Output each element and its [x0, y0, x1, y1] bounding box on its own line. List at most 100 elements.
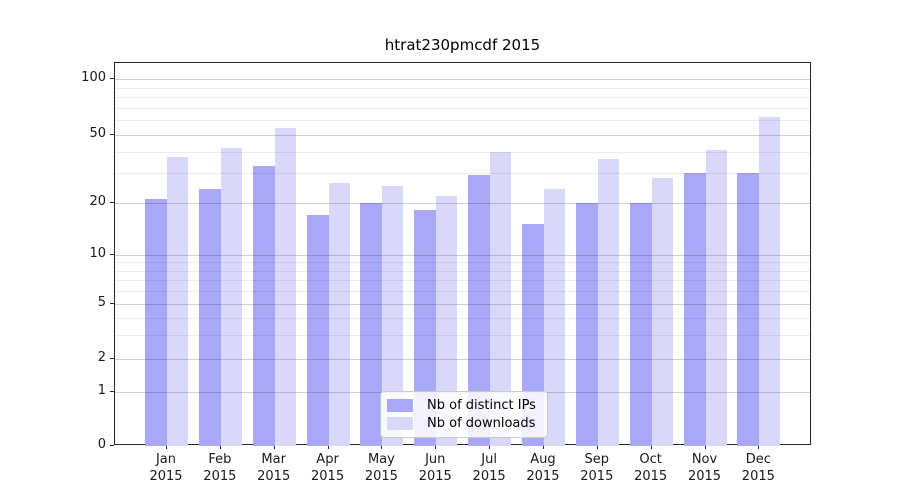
- x-tick-label-month: Jun: [425, 452, 446, 467]
- x-tick-label-month: May: [367, 452, 395, 467]
- bar-may-downloads: [382, 186, 404, 446]
- x-tick-label-aug: Aug 2015: [513, 451, 573, 485]
- bar-mar-downloads: [274, 127, 296, 446]
- gridline-minor-9: [115, 262, 810, 264]
- legend-entry-distinct-ips: Nb of distinct IPs: [387, 398, 539, 413]
- x-tick-label-month: Aug: [530, 452, 556, 467]
- gridline-major-2: [115, 359, 810, 361]
- x-tick-label-year: 2015: [634, 469, 668, 484]
- bar-jul-downloads: [490, 151, 512, 446]
- gridline-minor-30: [115, 172, 810, 174]
- bar-dec-downloads: [759, 116, 781, 446]
- legend-swatch-distinct-ips: [387, 399, 413, 412]
- bar-jun-downloads: [436, 195, 458, 446]
- y-tick-label-1: 1: [97, 382, 106, 398]
- legend-entry-downloads: Nb of downloads: [387, 416, 539, 431]
- gridline-minor-80: [115, 97, 810, 99]
- bar-sep-downloads: [597, 159, 619, 446]
- x-tick-label-year: 2015: [257, 469, 291, 484]
- x-tick-mark-dec: [758, 445, 760, 449]
- bar-aug-distinct-ips: [521, 224, 544, 446]
- y-tick-label-0: 0: [97, 437, 106, 452]
- bar-oct-distinct-ips: [629, 202, 652, 446]
- bar-nov-downloads: [705, 149, 727, 446]
- bar-nov-distinct-ips: [683, 172, 706, 446]
- x-tick-label-month: Dec: [745, 452, 771, 467]
- x-tick-mark-jan: [166, 445, 167, 449]
- x-tick-label-feb: Feb 2015: [190, 451, 250, 485]
- gridline-major-50: [115, 135, 810, 137]
- bar-jan-distinct-ips: [145, 198, 167, 446]
- gridline-minor-60: [115, 120, 810, 122]
- x-tick-label-year: 2015: [311, 469, 345, 484]
- x-tick-label-year: 2015: [580, 469, 614, 484]
- x-tick-mark-may: [381, 445, 383, 449]
- x-tick-mark-aug: [542, 445, 544, 449]
- bar-jul-distinct-ips: [468, 175, 491, 446]
- x-tick-mark-jul: [489, 445, 491, 449]
- gridline-major-5: [115, 304, 810, 306]
- x-tick-label-mar: Mar 2015: [244, 451, 304, 485]
- x-tick-label-jul: Jul 2015: [459, 451, 519, 485]
- y-tick-mark-1: [110, 390, 114, 392]
- gridline-major-10: [115, 255, 810, 256]
- x-tick-label-month: Apr: [316, 452, 339, 467]
- gridline-minor-6: [115, 291, 810, 293]
- gridline-minor-3: [115, 334, 810, 336]
- bar-dec-distinct-ips: [737, 172, 760, 446]
- y-tick-mark-2: [110, 358, 114, 360]
- x-tick-mark-mar: [273, 445, 275, 449]
- bar-aug-downloads: [543, 189, 565, 446]
- x-tick-mark-sep: [596, 445, 598, 449]
- bar-apr-downloads: [328, 183, 350, 446]
- x-tick-label-month: Mar: [261, 452, 286, 467]
- y-tick-label-20: 20: [89, 193, 106, 209]
- x-tick-label-year: 2015: [418, 469, 452, 484]
- x-tick-label-month: Jan: [155, 452, 177, 467]
- x-tick-mark-feb: [219, 445, 221, 449]
- bar-may-distinct-ips: [360, 202, 383, 446]
- gridline-minor-7: [115, 280, 810, 282]
- y-tick-mark-10: [110, 254, 114, 255]
- x-tick-label-month: Nov: [691, 452, 718, 467]
- x-tick-label-dec: Dec 2015: [728, 451, 788, 485]
- x-tick-label-year: 2015: [741, 469, 775, 484]
- bar-jan-downloads: [167, 157, 188, 446]
- x-tick-label-month: Jul: [481, 452, 497, 467]
- y-tick-mark-100: [110, 78, 114, 79]
- gridline-major-20: [115, 202, 810, 204]
- legend: Nb of distinct IPs Nb of downloads: [380, 391, 548, 438]
- x-tick-label-apr: Apr 2015: [298, 451, 358, 485]
- y-tick-mark-50: [110, 134, 114, 136]
- x-tick-mark-jun: [435, 445, 437, 449]
- gridline-minor-70: [115, 107, 810, 109]
- legend-swatch-downloads: [387, 417, 413, 430]
- y-tick-mark-0: [110, 445, 114, 446]
- x-tick-label-year: 2015: [203, 469, 237, 484]
- x-tick-label-nov: Nov 2015: [675, 451, 735, 485]
- x-tick-label-year: 2015: [526, 469, 560, 484]
- y-tick-label-5: 5: [97, 295, 106, 311]
- x-tick-label-may: May 2015: [351, 451, 411, 485]
- legend-label-distinct-ips: Nb of distinct IPs: [427, 398, 536, 413]
- bar-feb-distinct-ips: [198, 189, 221, 446]
- x-tick-label-oct: Oct 2015: [621, 451, 681, 485]
- plot-area: Nb of distinct IPs Nb of downloads: [114, 62, 811, 446]
- y-tick-mark-20: [110, 201, 114, 203]
- x-tick-mark-oct: [650, 445, 652, 449]
- y-tick-mark-5: [110, 303, 114, 305]
- gridline-major-100: [115, 79, 810, 80]
- y-tick-label-100: 100: [81, 70, 106, 85]
- y-tick-label-10: 10: [89, 246, 106, 261]
- x-tick-label-year: 2015: [149, 469, 183, 484]
- bar-feb-downloads: [220, 148, 242, 446]
- bar-apr-distinct-ips: [306, 214, 329, 446]
- y-tick-label-50: 50: [89, 126, 106, 142]
- gridline-minor-4: [115, 317, 810, 319]
- gridline-minor-8: [115, 270, 810, 272]
- x-tick-label-year: 2015: [364, 469, 398, 484]
- x-tick-label-sep: Sep 2015: [567, 451, 627, 485]
- x-tick-label-year: 2015: [472, 469, 506, 484]
- x-tick-label-month: Oct: [639, 452, 662, 467]
